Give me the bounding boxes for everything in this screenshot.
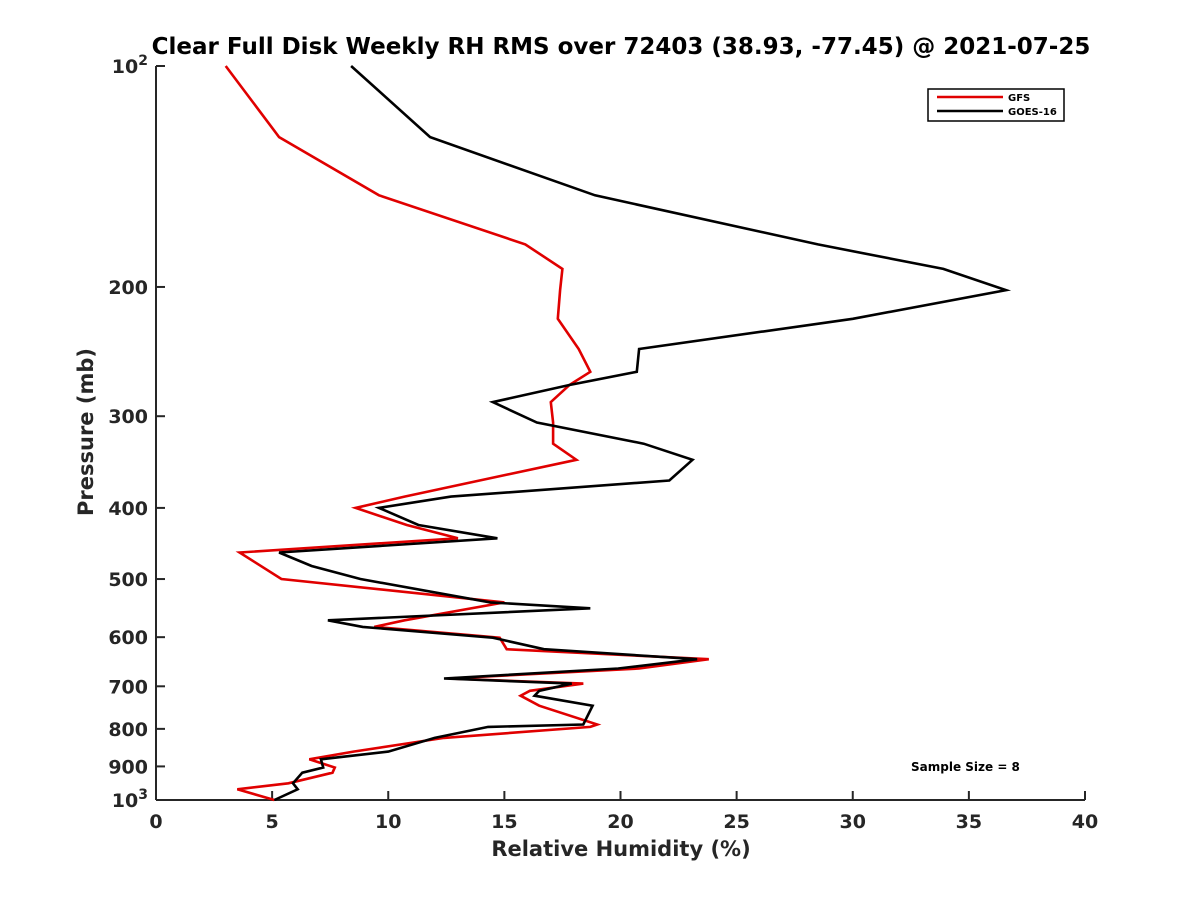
y-axis-ticks: 102 200 300 400 500 600 700 800 900 103	[108, 53, 165, 812]
y-tick-label: 600	[108, 627, 148, 649]
y-tick-label: 700	[108, 676, 148, 698]
x-tick-label: 20	[607, 811, 633, 833]
y-tick-label: 200	[108, 277, 148, 299]
x-tick-label: 30	[840, 811, 866, 833]
series-lines	[224, 65, 1012, 802]
x-axis-label: Relative Humidity (%)	[491, 837, 750, 861]
sample-size-annotation: Sample Size = 8	[911, 760, 1020, 774]
y-tick-label: 103	[112, 787, 148, 812]
legend-label-goes16: GOES-16	[1008, 107, 1057, 118]
chart-title: Clear Full Disk Weekly RH RMS over 72403…	[152, 34, 1091, 60]
legend-label-gfs: GFS	[1008, 93, 1030, 104]
legend: GFS GOES-16	[927, 88, 1065, 122]
x-tick-label: 40	[1072, 811, 1098, 833]
y-tick-label: 400	[108, 498, 148, 520]
y-tick-label: 800	[108, 719, 148, 741]
y-tick-label: 300	[108, 406, 148, 428]
x-axis-ticks: 0 5 10 15 20 25 30 35 40	[149, 791, 1098, 833]
y-tick-label: 102	[112, 53, 148, 78]
x-tick-label: 10	[375, 811, 401, 833]
x-tick-label: 25	[723, 811, 749, 833]
y-tick-label: 500	[108, 569, 148, 591]
x-tick-label: 15	[491, 811, 517, 833]
y-tick-label: 900	[108, 756, 148, 778]
series-line-goes16	[273, 65, 1012, 802]
legend-box	[927, 88, 1065, 122]
y-axis-label: Pressure (mb)	[74, 348, 98, 516]
x-tick-label: 5	[266, 811, 279, 833]
x-tick-label: 35	[956, 811, 982, 833]
x-tick-label: 0	[149, 811, 162, 833]
